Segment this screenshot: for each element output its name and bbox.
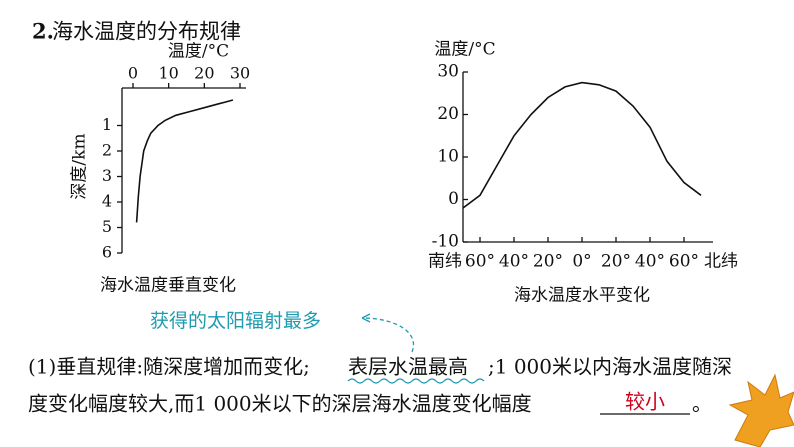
y-tick-label: 6	[102, 243, 112, 262]
paragraph-emphasis: 表层水温最高	[348, 355, 468, 379]
x-end-label: 北纬	[704, 252, 738, 272]
arrow-head	[361, 313, 371, 323]
chart-title: 海水温度垂直变化	[100, 276, 236, 296]
y-axis-title: 深度/km	[70, 133, 90, 199]
y-tick-label: 5	[102, 217, 112, 236]
y-tick-label: 10	[437, 147, 459, 167]
line-series	[462, 81, 702, 209]
x-tick-label: 20°	[533, 252, 563, 272]
annotation-arrow	[361, 317, 415, 353]
y-tick-label: 1	[102, 115, 112, 134]
y-tick-label: 3	[102, 166, 112, 185]
x-start-label: 南纬	[428, 252, 462, 272]
x-tick-label: 20°	[601, 252, 631, 272]
paragraph-text: (1)垂直规律:随深度增加而变化;	[28, 355, 310, 379]
paragraph-text: 。	[692, 392, 712, 416]
leaf-decoration	[728, 373, 794, 447]
heading-number: 2.	[32, 19, 54, 44]
x-tick-label: 40°	[635, 252, 665, 272]
y-axis-title: 温度/°C	[434, 40, 495, 60]
x-tick-label: 20	[194, 64, 214, 83]
x-tick-label: 30	[230, 64, 250, 83]
answer: 较小	[625, 390, 665, 414]
y-tick-label: 30	[437, 62, 459, 82]
x-tick-label: 0°	[572, 252, 591, 272]
x-tick-label: 10	[158, 64, 178, 83]
x-tick-label: 0	[128, 64, 138, 83]
wavy-underline	[347, 378, 485, 384]
chart-title: 海水温度水平变化	[514, 286, 650, 306]
x-tick-label: 60°	[669, 252, 699, 272]
y-tick-label: 4	[102, 192, 112, 211]
y-tick-label: -10	[432, 232, 459, 252]
paragraph-text: ;1 000米以内海水温度随深	[488, 355, 732, 379]
x-tick-label: 40°	[499, 252, 529, 272]
y-tick-label: 20	[437, 104, 459, 124]
x-axis-title: 温度/°C	[168, 42, 229, 62]
y-tick-label: 0	[448, 189, 459, 209]
line-series	[135, 99, 234, 223]
paragraph-text: 度变化幅度较大,而1 000米以下的深层海水温度变化幅度	[28, 392, 532, 416]
y-tick-label: 2	[102, 141, 112, 160]
heading-text: 海水温度的分布规律	[52, 20, 241, 44]
annotation: 获得的太阳辐射最多	[150, 310, 321, 332]
x-tick-label: 60°	[465, 252, 495, 272]
